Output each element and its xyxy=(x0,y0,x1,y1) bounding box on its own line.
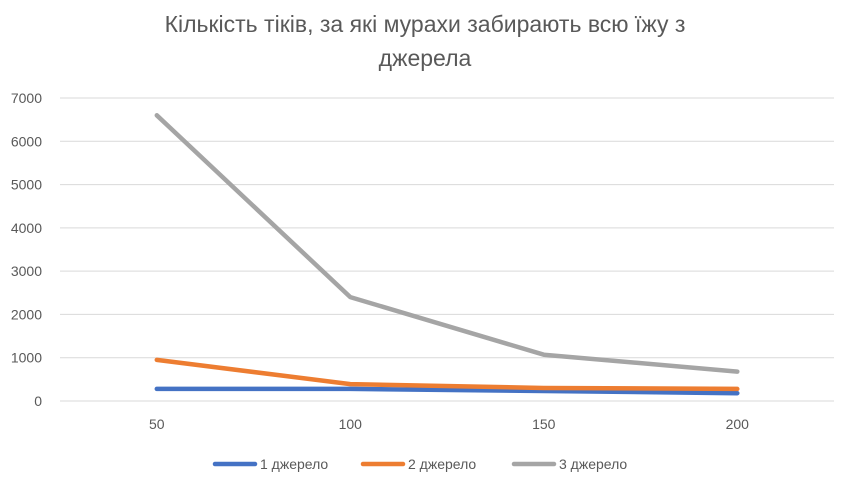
grid-lines xyxy=(60,97,834,402)
series-line-3 xyxy=(154,113,740,374)
x-tick-label-50: 50 xyxy=(149,416,165,432)
x-axis-tick-labels: 50 100 150 200 xyxy=(149,416,749,432)
x-tick-label-200: 200 xyxy=(726,416,750,432)
legend-label-2: 2 джерело xyxy=(408,456,476,472)
y-tick-label-3000: 3000 xyxy=(11,263,42,279)
x-tick-label-150: 150 xyxy=(532,416,556,432)
y-tick-label-2000: 2000 xyxy=(11,306,42,322)
series-line-1 xyxy=(154,386,740,396)
y-tick-label-0: 0 xyxy=(34,393,42,409)
y-tick-label-5000: 5000 xyxy=(11,177,42,193)
y-tick-label-1000: 1000 xyxy=(11,350,42,366)
y-tick-label-6000: 6000 xyxy=(11,133,42,149)
chart-title-line-2: джерела xyxy=(378,45,472,71)
chart-title-line-1: Кількість тіків, за які мурахи забирають… xyxy=(164,11,686,37)
legend-label-3: 3 джерело xyxy=(559,456,627,472)
y-tick-label-4000: 4000 xyxy=(11,220,42,236)
legend-label-1: 1 джерело xyxy=(260,456,328,472)
series-line-2 xyxy=(154,357,740,392)
series-lines xyxy=(154,113,740,396)
legend: 1 джерело 2 джерело 3 джерело xyxy=(212,456,627,472)
y-axis-tick-labels: 0 1000 2000 3000 4000 5000 6000 7000 xyxy=(11,90,42,409)
y-tick-label-7000: 7000 xyxy=(11,90,42,106)
x-tick-label-100: 100 xyxy=(339,416,363,432)
